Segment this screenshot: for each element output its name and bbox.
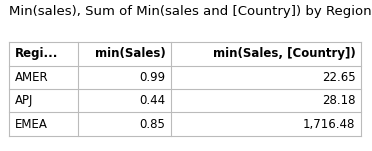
Text: 0.99: 0.99 — [140, 71, 166, 84]
Text: min(Sales): min(Sales) — [95, 47, 166, 61]
Text: 0.85: 0.85 — [140, 118, 166, 131]
Text: APJ: APJ — [15, 94, 33, 107]
Text: min(Sales, [Country]): min(Sales, [Country]) — [212, 47, 355, 61]
Text: 22.65: 22.65 — [322, 71, 355, 84]
Text: AMER: AMER — [15, 71, 48, 84]
Text: 28.18: 28.18 — [322, 94, 355, 107]
Text: Min(sales), Sum of Min(sales and [Country]) by Region: Min(sales), Sum of Min(sales and [Countr… — [9, 5, 372, 18]
Text: 1,716.48: 1,716.48 — [303, 118, 355, 131]
Text: EMEA: EMEA — [15, 118, 48, 131]
Text: 0.44: 0.44 — [140, 94, 166, 107]
Text: Regi...: Regi... — [15, 47, 58, 61]
